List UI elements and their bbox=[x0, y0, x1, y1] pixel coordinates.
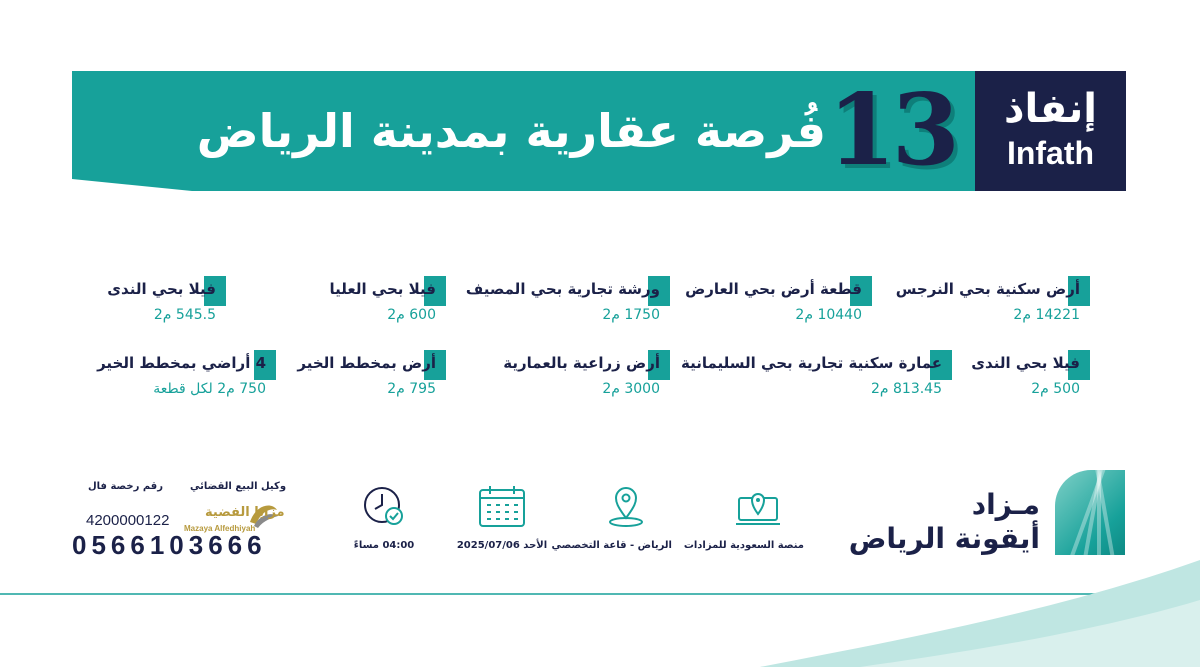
item-marker bbox=[648, 276, 670, 306]
mazad-title: مـزاد أيقونة الرياض bbox=[849, 488, 1040, 556]
item-marker bbox=[424, 350, 446, 380]
logo-arabic: إنفاذ bbox=[1003, 86, 1098, 132]
property-area: 10440 م2 bbox=[795, 307, 862, 323]
infath-logo: إنفاذ Infath bbox=[975, 71, 1126, 191]
property-title: 4 أراضي بمخطط الخير bbox=[97, 354, 266, 372]
location-label: الرياض - قاعة التخصصي bbox=[551, 540, 672, 551]
mazad-line2: أيقونة الرياض bbox=[848, 522, 1040, 555]
clock-icon bbox=[364, 487, 403, 525]
item-marker bbox=[1068, 350, 1090, 380]
item-marker bbox=[254, 350, 276, 380]
license-number: 4200000122 bbox=[86, 512, 170, 529]
item-marker bbox=[204, 276, 226, 306]
property-item: ورشة تجارية بحي المصيف 1750 م2 bbox=[420, 276, 670, 326]
property-item: قطعة أرض بحي العارض 10440 م2 bbox=[622, 276, 872, 326]
property-title: أرض سكنية بحي النرجس bbox=[895, 280, 1080, 298]
item-marker bbox=[648, 350, 670, 380]
platform-label: منصة السعودية للمزادات bbox=[683, 540, 804, 551]
property-area: 1750 م2 bbox=[602, 307, 660, 323]
mazaya-logo-icon bbox=[250, 505, 278, 528]
banner-notch bbox=[72, 179, 192, 191]
property-area: 750 م2 لكل قطعة bbox=[153, 381, 266, 397]
item-marker bbox=[930, 350, 952, 380]
property-area: 14221 م2 bbox=[1013, 307, 1080, 323]
property-area: 813.45 م2 bbox=[870, 381, 942, 397]
property-title: قطعة أرض بحي العارض bbox=[685, 280, 862, 298]
property-area: 600 م2 bbox=[387, 307, 436, 323]
property-item: أرض سكنية بحي النرجس 14221 م2 bbox=[840, 276, 1090, 326]
property-title: عمارة سكنية تجارية بحي السليمانية bbox=[680, 354, 942, 372]
agent-name-arabic: مزايا الفضية bbox=[205, 505, 285, 520]
header-banner: فُرصة عقارية بمدينة الرياض 13 bbox=[72, 71, 976, 191]
agent-name-english: Mazaya Alfedhiyah bbox=[184, 524, 256, 533]
agent-label: وكيل البيع القضائي bbox=[190, 481, 287, 492]
property-area: 795 م2 bbox=[387, 381, 436, 397]
time-label: 04:00 مساءً bbox=[353, 540, 415, 551]
platform-info: منصة السعودية للمزادات bbox=[683, 484, 804, 551]
property-title: فيلا بحي العليا bbox=[329, 280, 436, 298]
property-item: عمارة سكنية تجارية بحي السليمانية 813.45… bbox=[680, 350, 952, 400]
property-item: فيلا بحي الندى 500 م2 bbox=[840, 350, 1090, 400]
license-label: رقم رخصة فال bbox=[88, 481, 163, 492]
property-title: فيلا بحي الندى bbox=[107, 280, 216, 298]
property-item: أرض بمخطط الخير 795 م2 bbox=[196, 350, 446, 400]
item-marker bbox=[1068, 276, 1090, 306]
phone-number[interactable]: 0566103666 bbox=[72, 530, 267, 560]
mazad-logo-mark bbox=[1055, 470, 1125, 555]
property-area: 545.5 م2 bbox=[153, 307, 216, 323]
property-title: أرض بمخطط الخير bbox=[297, 354, 436, 372]
item-marker bbox=[424, 276, 446, 306]
property-area: 500 م2 bbox=[1031, 381, 1080, 397]
calendar-icon bbox=[479, 486, 525, 527]
time-info: 04:00 مساءً bbox=[338, 484, 430, 551]
banner-title: فُرصة عقارية بمدينة الرياض bbox=[196, 104, 826, 158]
opportunity-count: 13 bbox=[827, 73, 960, 188]
property-item: فيلا بحي الندى 545.5 م2 bbox=[0, 276, 226, 326]
laptop-location-icon bbox=[736, 493, 780, 525]
property-item: فيلا بحي العليا 600 م2 bbox=[196, 276, 446, 326]
mazad-line1: مـزاد bbox=[971, 488, 1040, 521]
item-marker bbox=[850, 276, 872, 306]
date-label: الأحد 2025/07/06 bbox=[456, 540, 548, 551]
logo-english: Infath bbox=[1006, 135, 1095, 171]
property-title: ورشة تجارية بحي المصيف bbox=[465, 280, 660, 298]
property-item: 4 أراضي بمخطط الخير 750 م2 لكل قطعة bbox=[26, 350, 276, 400]
property-title: أرض زراعية بالعمارية bbox=[503, 354, 660, 372]
date-info: الأحد 2025/07/06 bbox=[456, 484, 548, 551]
property-area: 3000 م2 bbox=[602, 381, 660, 397]
property-title: فيلا بحي الندى bbox=[971, 354, 1080, 372]
property-item: أرض زراعية بالعمارية 3000 م2 bbox=[420, 350, 670, 400]
location-info: الرياض - قاعة التخصصي bbox=[551, 484, 672, 551]
map-pin-icon bbox=[609, 487, 643, 527]
